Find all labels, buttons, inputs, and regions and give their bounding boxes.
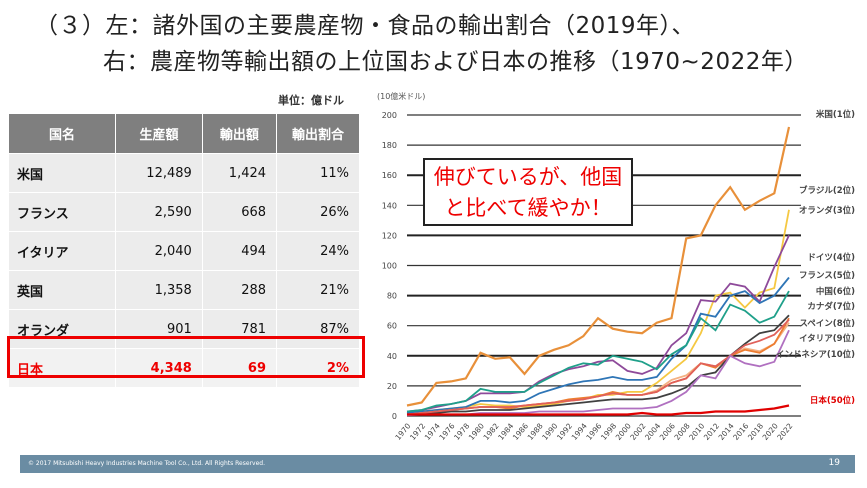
page-number: 19 xyxy=(828,458,840,468)
cell-country: 米国 xyxy=(7,153,117,193)
callout-line1: 伸びているが、他国 xyxy=(433,165,623,189)
series-label: ドイツ(4位) xyxy=(807,252,855,263)
cell-country: オランダ xyxy=(7,309,117,349)
cell-export: 1,424 xyxy=(201,153,278,193)
series-label: カナダ(7位) xyxy=(807,301,855,312)
header-export: 輸出額 xyxy=(201,113,278,154)
cell-production: 12,489 xyxy=(115,153,203,193)
table-row: オランダ 901 781 87% xyxy=(7,309,360,349)
cell-ratio: 26% xyxy=(276,192,360,232)
table-row: 英国 1,358 288 21% xyxy=(7,270,360,310)
cell-export: 494 xyxy=(201,231,278,271)
callout-line2: と比べて緩やか！ xyxy=(444,196,612,220)
table-row: イタリア 2,040 494 24% xyxy=(7,231,360,271)
y-tick-label: 100 xyxy=(382,262,397,271)
series-line xyxy=(407,404,790,416)
copyright-text: © 2017 Mitsubishi Heavy Industries Machi… xyxy=(28,460,265,467)
header-production: 生産額 xyxy=(115,113,203,154)
table-row: 米国 12,489 1,424 11% xyxy=(7,153,360,193)
cell-ratio: 87% xyxy=(276,309,360,349)
callout-box: 伸びているが、他国 と比べて緩やか！ xyxy=(423,158,633,226)
series-line xyxy=(406,126,791,407)
series-label: 中国(6位) xyxy=(816,286,855,297)
cell-production: 2,040 xyxy=(115,231,203,271)
x-tick-label: 2022 xyxy=(775,421,794,442)
cell-ratio: 21% xyxy=(276,270,360,310)
series-line xyxy=(406,209,790,414)
series-label: 日本(50位) xyxy=(810,395,855,406)
y-tick-label: 20 xyxy=(387,382,397,391)
series-line xyxy=(406,235,790,413)
series-label: フランス(5位) xyxy=(799,270,855,281)
series-label: インドネシア(10位) xyxy=(776,349,855,360)
series-label: オランダ(3位) xyxy=(799,205,855,216)
cell-country: 英国 xyxy=(7,270,117,310)
cell-country: 日本 xyxy=(7,348,117,388)
series-label: ブラジル(2位) xyxy=(799,185,855,196)
y-tick-label: 60 xyxy=(387,322,397,331)
cell-country: フランス xyxy=(7,192,117,232)
y-tick-label: 180 xyxy=(382,141,397,150)
header-country: 国名 xyxy=(7,113,117,154)
series-line xyxy=(407,314,790,416)
y-tick-label: 80 xyxy=(387,292,397,301)
header-ratio: 輸出割合 xyxy=(276,113,360,154)
series-label: 米国(1位) xyxy=(816,109,855,120)
cell-production: 4,348 xyxy=(115,348,203,388)
cell-ratio: 2% xyxy=(276,348,360,388)
y-axis-label: (10億米ドル) xyxy=(377,91,425,101)
cell-ratio: 24% xyxy=(276,231,360,271)
slide-title-line2: 右：農産物等輸出額の上位国および日本の推移（1970~2022年） xyxy=(103,49,808,75)
cell-country: イタリア xyxy=(7,231,117,271)
cell-export: 781 xyxy=(201,309,278,349)
y-tick-label: 160 xyxy=(382,171,397,180)
table-row: 日本 4,348 69 2% xyxy=(7,348,360,388)
cell-export: 668 xyxy=(201,192,278,232)
y-tick-label: 40 xyxy=(387,352,397,361)
cell-production: 901 xyxy=(115,309,203,349)
table-header-row: 国名 生産額 輸出額 輸出割合 xyxy=(7,113,360,154)
export-trend-chart: (10億米ドル)02040608010012014016018020019701… xyxy=(377,91,855,442)
footer-bar: © 2017 Mitsubishi Heavy Industries Machi… xyxy=(20,455,855,473)
table-unit-label: 単位：億ドル xyxy=(278,94,344,107)
series-line xyxy=(406,319,790,416)
y-tick-label: 120 xyxy=(382,231,397,240)
cell-ratio: 11% xyxy=(276,153,360,193)
y-tick-label: 0 xyxy=(392,412,397,421)
series-line xyxy=(406,290,790,413)
table-row: フランス 2,590 668 26% xyxy=(7,192,360,232)
export-ratio-table: 国名 生産額 輸出額 輸出割合 米国 12,489 1,424 11% フランス 2,59… xyxy=(7,113,360,388)
series-label: イタリア(9位) xyxy=(799,333,855,344)
cell-production: 1,358 xyxy=(115,270,203,310)
cell-export: 69 xyxy=(201,348,278,388)
y-tick-label: 200 xyxy=(382,111,397,120)
series-line xyxy=(406,276,790,414)
series-label: スペイン(8位) xyxy=(799,318,855,329)
cell-production: 2,590 xyxy=(115,192,203,232)
slide-title-line1: （３）左：諸外国の主要農産物・食品の輸出割合（2019年）、 xyxy=(35,13,696,39)
cell-export: 288 xyxy=(201,270,278,310)
y-tick-label: 140 xyxy=(382,201,397,210)
series-line xyxy=(406,329,790,417)
